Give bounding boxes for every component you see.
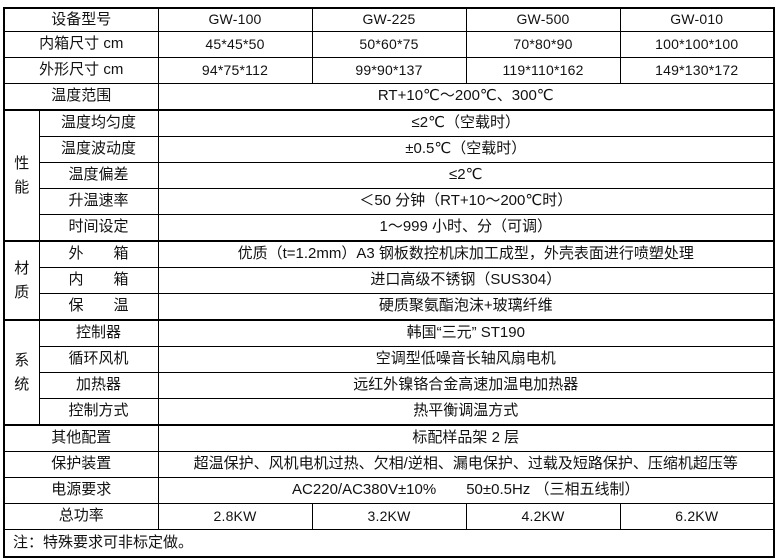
temp-fluctuation-value: ±0.5℃（空载时） [157,136,775,163]
note-cell: 注：特殊要求可非标定做。 [3,529,775,558]
model-cell-4: GW-010 [619,7,775,32]
table-row-time-setting: 时间设定 1～999 小时、分（可调） [4,214,775,242]
insulation-value: 硬质聚氨酯泡沫+玻璃纤维 [157,293,775,321]
table-row-temp-uniformity: 性能 温度均匀度 ≤2℃（空载时） [3,109,775,242]
control-method-value: 热平衡调温方式 [157,398,775,426]
table-row-temp-deviation: 温度偏差 ≤2℃ [4,162,775,189]
group-cell-material: 材质 [3,240,40,321]
outer-size-cell-3: 119*110*162 [465,57,621,84]
inner-size-cell-2: 50*60*75 [311,31,467,58]
table-row-heating-rate: 升温速率 ＜50 分钟（RT+10～200℃时） [4,188,775,215]
model-cell-1: GW-100 [157,7,313,32]
table-row-insulation: 保 温 硬质聚氨酯泡沫+玻璃纤维 [4,293,775,321]
row-label-model: 设备型号 [3,7,159,32]
total-power-cell-1: 2.8KW [157,503,313,530]
group-cell-performance: 性能 [3,109,40,242]
other-config-value: 标配样品架 2 层 [157,424,775,452]
temp-deviation-value: ≤2℃ [157,162,775,189]
inner-box-value: 进口高级不锈钢（SUS304） [157,267,775,294]
table-row-inner-box: 内 箱 进口高级不锈钢（SUS304） [4,267,775,294]
outer-box-value: 优质（t=1.2mm）A3 钢板数控机床加工成型，外壳表面进行喷塑处理 [157,240,775,268]
table-row-total-power: 总功率 2.8KW 3.2KW 4.2KW 6.2KW [3,503,775,530]
heating-rate-value: ＜50 分钟（RT+10～200℃时） [157,188,775,215]
row-label-protection: 保护装置 [3,451,159,478]
temp-uniformity-value: ≤2℃（空载时） [157,109,775,137]
row-label-heating-rate: 升温速率 [38,188,159,215]
spec-table: 设备型号 GW-100 GW-225 GW-500 GW-010 内箱尺寸 cm… [3,7,776,558]
table-row-temp-fluctuation: 温度波动度 ±0.5℃（空载时） [4,136,775,163]
table-row-power-supply: 电源要求 AC220/AC380V±10% 50±0.5Hz （三相五线制） [3,477,775,504]
row-label-temp-uniformity: 温度均匀度 [38,109,159,137]
table-row-note: 注：特殊要求可非标定做。 [3,529,775,558]
row-label-control-method: 控制方式 [38,398,159,426]
table-row-controller: 系统 控制器 韩国“三元” ST190 [3,319,775,426]
group-cell-system: 系统 [3,319,40,426]
protection-value: 超温保护、风机电机过热、欠相/逆相、漏电保护、过载及短路保护、压缩机超压等 [157,451,775,478]
outer-size-cell-2: 99*90*137 [311,57,467,84]
inner-size-cell-4: 100*100*100 [619,31,775,58]
temp-range-value: RT+10℃～200℃、300℃ [157,83,775,111]
circulation-fan-value: 空调型低噪音长轴风扇电机 [157,346,775,373]
row-label-outer-box: 外 箱 [38,240,159,268]
controller-value: 韩国“三元” ST190 [157,319,775,347]
table-row-outer-size: 外形尺寸 cm 94*75*112 99*90*137 119*110*162 … [3,57,775,84]
table-row-control-method: 控制方式 热平衡调温方式 [4,398,775,426]
group-label-material: 材质 [14,260,30,301]
table-row-inner-size: 内箱尺寸 cm 45*45*50 50*60*75 70*80*90 100*1… [3,31,775,58]
row-label-heater: 加热器 [38,372,159,399]
inner-size-cell-3: 70*80*90 [465,31,621,58]
row-label-circulation-fan: 循环风机 [38,346,159,373]
row-label-inner-box: 内 箱 [38,267,159,294]
row-label-outer-size: 外形尺寸 cm [3,57,159,84]
spec-sheet-page: 设备型号 GW-100 GW-225 GW-500 GW-010 内箱尺寸 cm… [3,7,776,558]
group-label-system: 系统 [14,352,30,393]
outer-size-cell-4: 149*130*172 [619,57,775,84]
table-row-models: 设备型号 GW-100 GW-225 GW-500 GW-010 [3,7,775,32]
row-label-inner-size: 内箱尺寸 cm [3,31,159,58]
table-row-temp-range: 温度范围 RT+10℃～200℃、300℃ [3,83,775,111]
row-label-other-config: 其他配置 [3,424,159,452]
row-label-temp-range: 温度范围 [3,83,159,111]
model-cell-2: GW-225 [311,7,467,32]
table-row-outer-box: 材质 外 箱 优质（t=1.2mm）A3 钢板数控机床加工成型，外壳表面进行喷塑… [3,240,775,321]
row-label-temp-deviation: 温度偏差 [38,162,159,189]
inner-size-cell-1: 45*45*50 [157,31,313,58]
table-row-protection: 保护装置 超温保护、风机电机过热、欠相/逆相、漏电保护、过载及短路保护、压缩机超… [3,451,775,478]
total-power-cell-3: 4.2KW [465,503,621,530]
table-row-other-config: 其他配置 标配样品架 2 层 [3,424,775,452]
heater-value: 远红外镍铬合金高速加温电加热器 [157,372,775,399]
table-row-circulation-fan: 循环风机 空调型低噪音长轴风扇电机 [4,346,775,373]
row-label-insulation: 保 温 [38,293,159,321]
model-cell-3: GW-500 [465,7,621,32]
total-power-cell-2: 3.2KW [311,503,467,530]
power-supply-value: AC220/AC380V±10% 50±0.5Hz （三相五线制） [157,477,775,504]
total-power-cell-4: 6.2KW [619,503,775,530]
group-label-performance: 性能 [14,155,30,196]
row-label-time-setting: 时间设定 [38,214,159,242]
row-label-total-power: 总功率 [3,503,159,530]
time-setting-value: 1～999 小时、分（可调） [157,214,775,242]
table-row-heater: 加热器 远红外镍铬合金高速加温电加热器 [4,372,775,399]
row-label-temp-fluctuation: 温度波动度 [38,136,159,163]
row-label-controller: 控制器 [38,319,159,347]
row-label-power-supply: 电源要求 [3,477,159,504]
outer-size-cell-1: 94*75*112 [157,57,313,84]
